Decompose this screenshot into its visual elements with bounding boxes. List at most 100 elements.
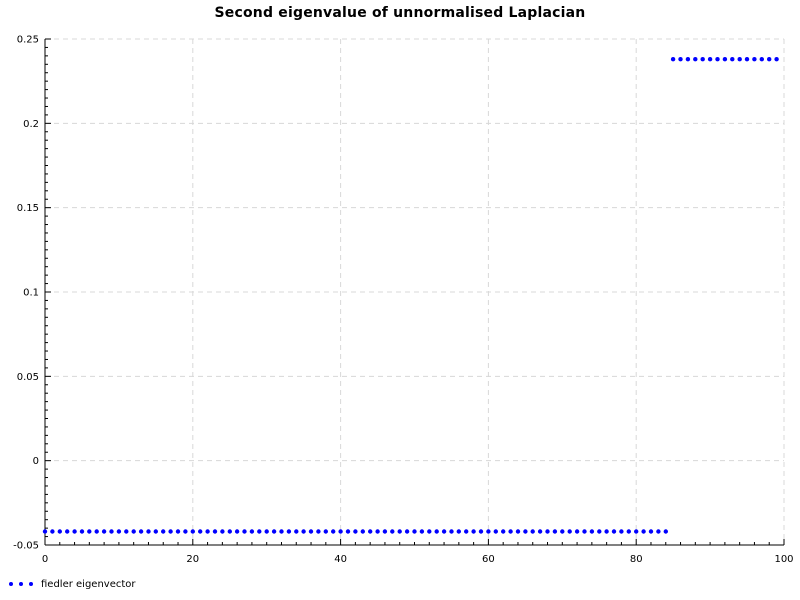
data-point [759, 57, 764, 62]
data-point [412, 529, 417, 534]
data-point [737, 57, 742, 62]
data-point [220, 529, 225, 534]
x-tick-label: 20 [186, 554, 199, 565]
data-point [449, 529, 454, 534]
data-point [730, 57, 735, 62]
data-point [42, 529, 48, 534]
data-point [700, 57, 705, 62]
data-point [146, 529, 151, 534]
y-tick-label: 0.2 [23, 119, 39, 130]
data-point [419, 529, 425, 534]
data-point [752, 57, 757, 62]
data-point [205, 529, 210, 534]
data-point [427, 529, 432, 534]
data-point [456, 529, 461, 534]
data-point [50, 529, 55, 534]
data-point [294, 529, 299, 534]
data-point [286, 529, 292, 534]
data-point [353, 529, 358, 534]
data-point [744, 57, 750, 62]
data-point [567, 529, 572, 534]
data-point [175, 529, 181, 534]
data-point [72, 529, 77, 534]
legend: fiedler eigenvector [9, 578, 136, 590]
data-point [493, 529, 498, 534]
data-point [486, 529, 491, 534]
data-point [634, 529, 639, 534]
grid-lines [45, 38, 785, 545]
data-point [707, 57, 713, 62]
y-tick-label: 0 [33, 456, 39, 467]
data-point [508, 529, 513, 534]
data-point [774, 57, 779, 62]
data-point [198, 529, 203, 534]
data-point [124, 529, 129, 534]
data-point [360, 529, 365, 534]
data-point [715, 57, 720, 62]
data-point [161, 529, 166, 534]
data-point [537, 529, 543, 534]
legend-marker-dot [9, 582, 13, 586]
data-point [249, 529, 255, 534]
data-point [101, 529, 107, 534]
data-point [316, 529, 321, 534]
data-point [530, 529, 535, 534]
x-tick-label: 60 [482, 554, 495, 565]
data-point [323, 529, 328, 534]
data-point [368, 529, 373, 534]
data-point [589, 529, 595, 534]
y-tick-label: -0.05 [13, 541, 39, 552]
data-point [656, 529, 661, 534]
data-point [582, 529, 587, 534]
data-point [183, 529, 188, 534]
data-point [190, 529, 195, 534]
data-point [441, 529, 447, 534]
data-point [308, 529, 314, 534]
data-point [663, 529, 668, 534]
data-point [648, 529, 654, 534]
data-point [685, 57, 691, 62]
data-point [382, 529, 388, 534]
data-point [515, 529, 521, 534]
data-point [597, 529, 602, 534]
data-point [79, 529, 85, 534]
data-point [131, 529, 136, 534]
data-point [471, 529, 476, 534]
data-point [693, 57, 698, 62]
data-point [257, 529, 262, 534]
data-point [212, 529, 218, 534]
data-point [722, 57, 728, 62]
data-point [604, 529, 609, 534]
axes [44, 38, 785, 546]
data-point [338, 529, 343, 534]
data-point [670, 57, 676, 62]
data-point [375, 529, 380, 534]
y-tick-label: 0.05 [17, 372, 39, 383]
x-tick-label: 0 [42, 554, 48, 565]
data-point [619, 529, 624, 534]
x-tick-label: 80 [630, 554, 643, 565]
data-point [434, 529, 439, 534]
data-point [227, 529, 232, 534]
data-point [464, 529, 469, 534]
chart-title: Second eigenvalue of unnormalised Laplac… [214, 5, 586, 21]
data-point [242, 529, 247, 534]
x-tick-label: 40 [334, 554, 347, 565]
data-point [264, 529, 269, 534]
data-point [138, 529, 144, 534]
data-point [153, 529, 158, 534]
data-point [94, 529, 99, 534]
data-point [404, 529, 410, 534]
data-point [501, 529, 506, 534]
data-point [331, 529, 336, 534]
data-point [545, 529, 550, 534]
legend-marker-dot [29, 582, 33, 586]
data-points [42, 57, 779, 534]
y-tick-label: 0.15 [17, 203, 39, 214]
data-point [57, 529, 62, 534]
y-tick-label: 0.1 [23, 288, 39, 299]
data-point [87, 529, 92, 534]
data-point [560, 529, 565, 534]
legend-label: fiedler eigenvector [41, 578, 136, 590]
